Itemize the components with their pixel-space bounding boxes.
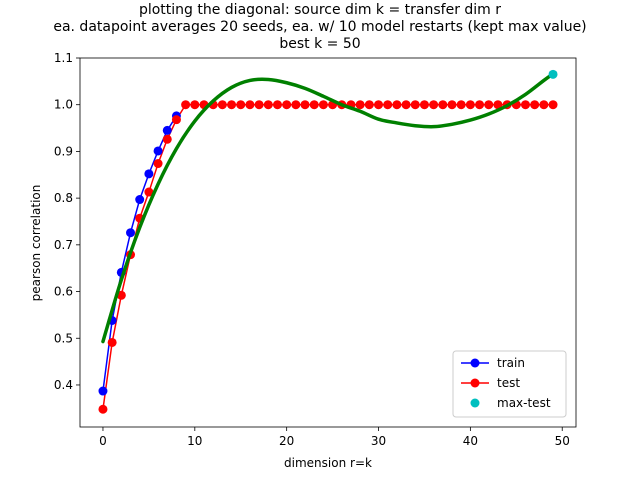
y-tick-label: 0.8 [54, 191, 73, 205]
legend-label-max-test: max-test [497, 396, 551, 410]
test-point [401, 100, 411, 110]
y-tick-label: 1.1 [54, 51, 73, 65]
y-tick-label: 0.9 [54, 144, 73, 158]
y-axis-label: pearson correlation [29, 185, 43, 302]
legend-label-train: train [497, 356, 525, 370]
test-point [309, 100, 319, 110]
y-tick-label: 0.7 [54, 238, 73, 252]
test-point [447, 100, 457, 110]
x-axis-label: dimension r=k [284, 456, 372, 470]
x-tick-label: 20 [279, 434, 294, 448]
axes-frame [79, 57, 577, 428]
test-point [493, 100, 503, 110]
test-point [410, 100, 420, 110]
test-point [217, 100, 227, 110]
test-point [181, 100, 191, 110]
title-line-3: best k = 50 [279, 36, 360, 52]
train-series-line [102, 115, 178, 392]
test-point [291, 100, 301, 110]
test-point [190, 100, 200, 110]
test-point [98, 404, 108, 414]
test-point [465, 100, 475, 110]
legend-box [452, 350, 567, 418]
test-point [548, 100, 558, 110]
y-tick-label: 0.4 [54, 378, 73, 392]
train-point [162, 125, 172, 135]
legend-label-test: test [497, 376, 520, 390]
test-point [144, 187, 154, 197]
legend: train test max-test [452, 350, 567, 418]
test-point [355, 100, 365, 110]
x-tick-label: 10 [187, 434, 202, 448]
test-point [539, 100, 549, 110]
test-point [364, 100, 374, 110]
test-point [318, 100, 328, 110]
test-point [236, 100, 246, 110]
train-point [144, 169, 154, 179]
x-tick-label: 50 [555, 434, 570, 448]
train-point [153, 146, 163, 156]
legend-marker-train [470, 358, 480, 368]
legend-marker-max-test [470, 398, 480, 408]
plot-area [98, 69, 558, 414]
test-point [530, 100, 540, 110]
test-point [484, 100, 494, 110]
test-point [162, 134, 172, 144]
test-point [245, 100, 255, 110]
test-point [374, 100, 384, 110]
train-point [135, 195, 145, 205]
test-point [107, 337, 117, 347]
train-point [126, 228, 136, 238]
test-point [475, 100, 485, 110]
test-point [438, 100, 448, 110]
test-point [300, 100, 310, 110]
fit-curve [101, 72, 555, 344]
x-tick-label: 0 [99, 434, 107, 448]
test-point [263, 100, 273, 110]
train-point [98, 386, 108, 396]
max-test-point [548, 69, 558, 79]
test-point [171, 115, 181, 125]
x-tick-label: 30 [371, 434, 386, 448]
title-line-2: ea. datapoint averages 20 seeds, ea. w/ … [53, 19, 586, 35]
test-point [153, 159, 163, 169]
test-point [520, 100, 530, 110]
test-point [272, 100, 282, 110]
test-point [116, 290, 126, 300]
test-point [227, 100, 237, 110]
y-tick-label: 0.5 [54, 331, 73, 345]
test-point [429, 100, 439, 110]
chart-title: plotting the diagonal: source dim k = tr… [53, 2, 586, 52]
test-point [392, 100, 402, 110]
test-point [419, 100, 429, 110]
test-point [254, 100, 264, 110]
y-tick-label: 1.0 [54, 98, 73, 112]
test-point [282, 100, 292, 110]
axes: 0 10 20 30 40 50 0.4 0.5 0.6 0.7 0.8 0.9 1.0 1.1 [54, 51, 577, 448]
test-point [383, 100, 393, 110]
legend-marker-test [470, 378, 480, 388]
x-tick-label: 40 [463, 434, 478, 448]
series-layer [98, 69, 558, 414]
title-line-1: plotting the diagonal: source dim k = tr… [139, 2, 501, 18]
y-tick-label: 0.6 [54, 285, 73, 299]
test-point [456, 100, 466, 110]
